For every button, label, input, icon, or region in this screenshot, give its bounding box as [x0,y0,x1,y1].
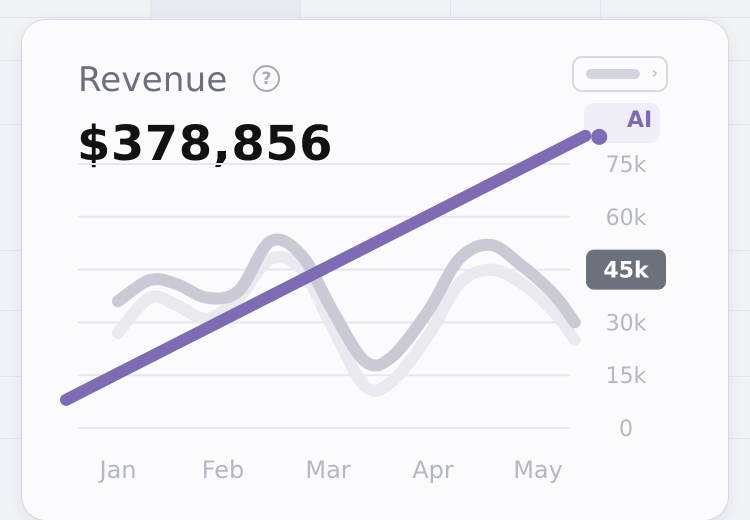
x-tick-label: Jan [98,456,137,484]
y-tick-label: 15k [606,364,647,389]
y-tick-label: 60k [606,206,647,231]
value-tooltip [586,249,666,290]
card-title: Revenue [78,60,228,100]
x-tick-label: Feb [202,456,245,484]
y-tick-label: 0 [619,417,633,442]
y-tick-label: 30k [606,311,647,336]
y-tick-label: 75k [606,153,647,178]
chevron-right-icon: › [651,63,658,82]
selector-placeholder [586,69,640,79]
question-circle-icon[interactable]: ? [253,65,280,92]
revenue-total: $378,856 [77,116,334,172]
revenue-chart: 0 15k 30k 45k 60k 75k Jan Feb Mar Apr May [60,128,666,484]
grid-line [0,17,750,18]
ai-legend-label: AI [627,108,653,133]
ai-trend-line [60,129,592,406]
x-tick-label: Apr [412,456,454,484]
x-tick-label: May [513,456,563,484]
series-line-2 [112,251,581,397]
y-tick-label-highlighted: 45k [603,259,650,284]
x-tick-label: Mar [305,456,350,484]
period-selector[interactable]: › [572,56,668,92]
series-line-1 [112,233,581,372]
ai-legend-marker [591,128,608,145]
background-cell [150,0,300,18]
